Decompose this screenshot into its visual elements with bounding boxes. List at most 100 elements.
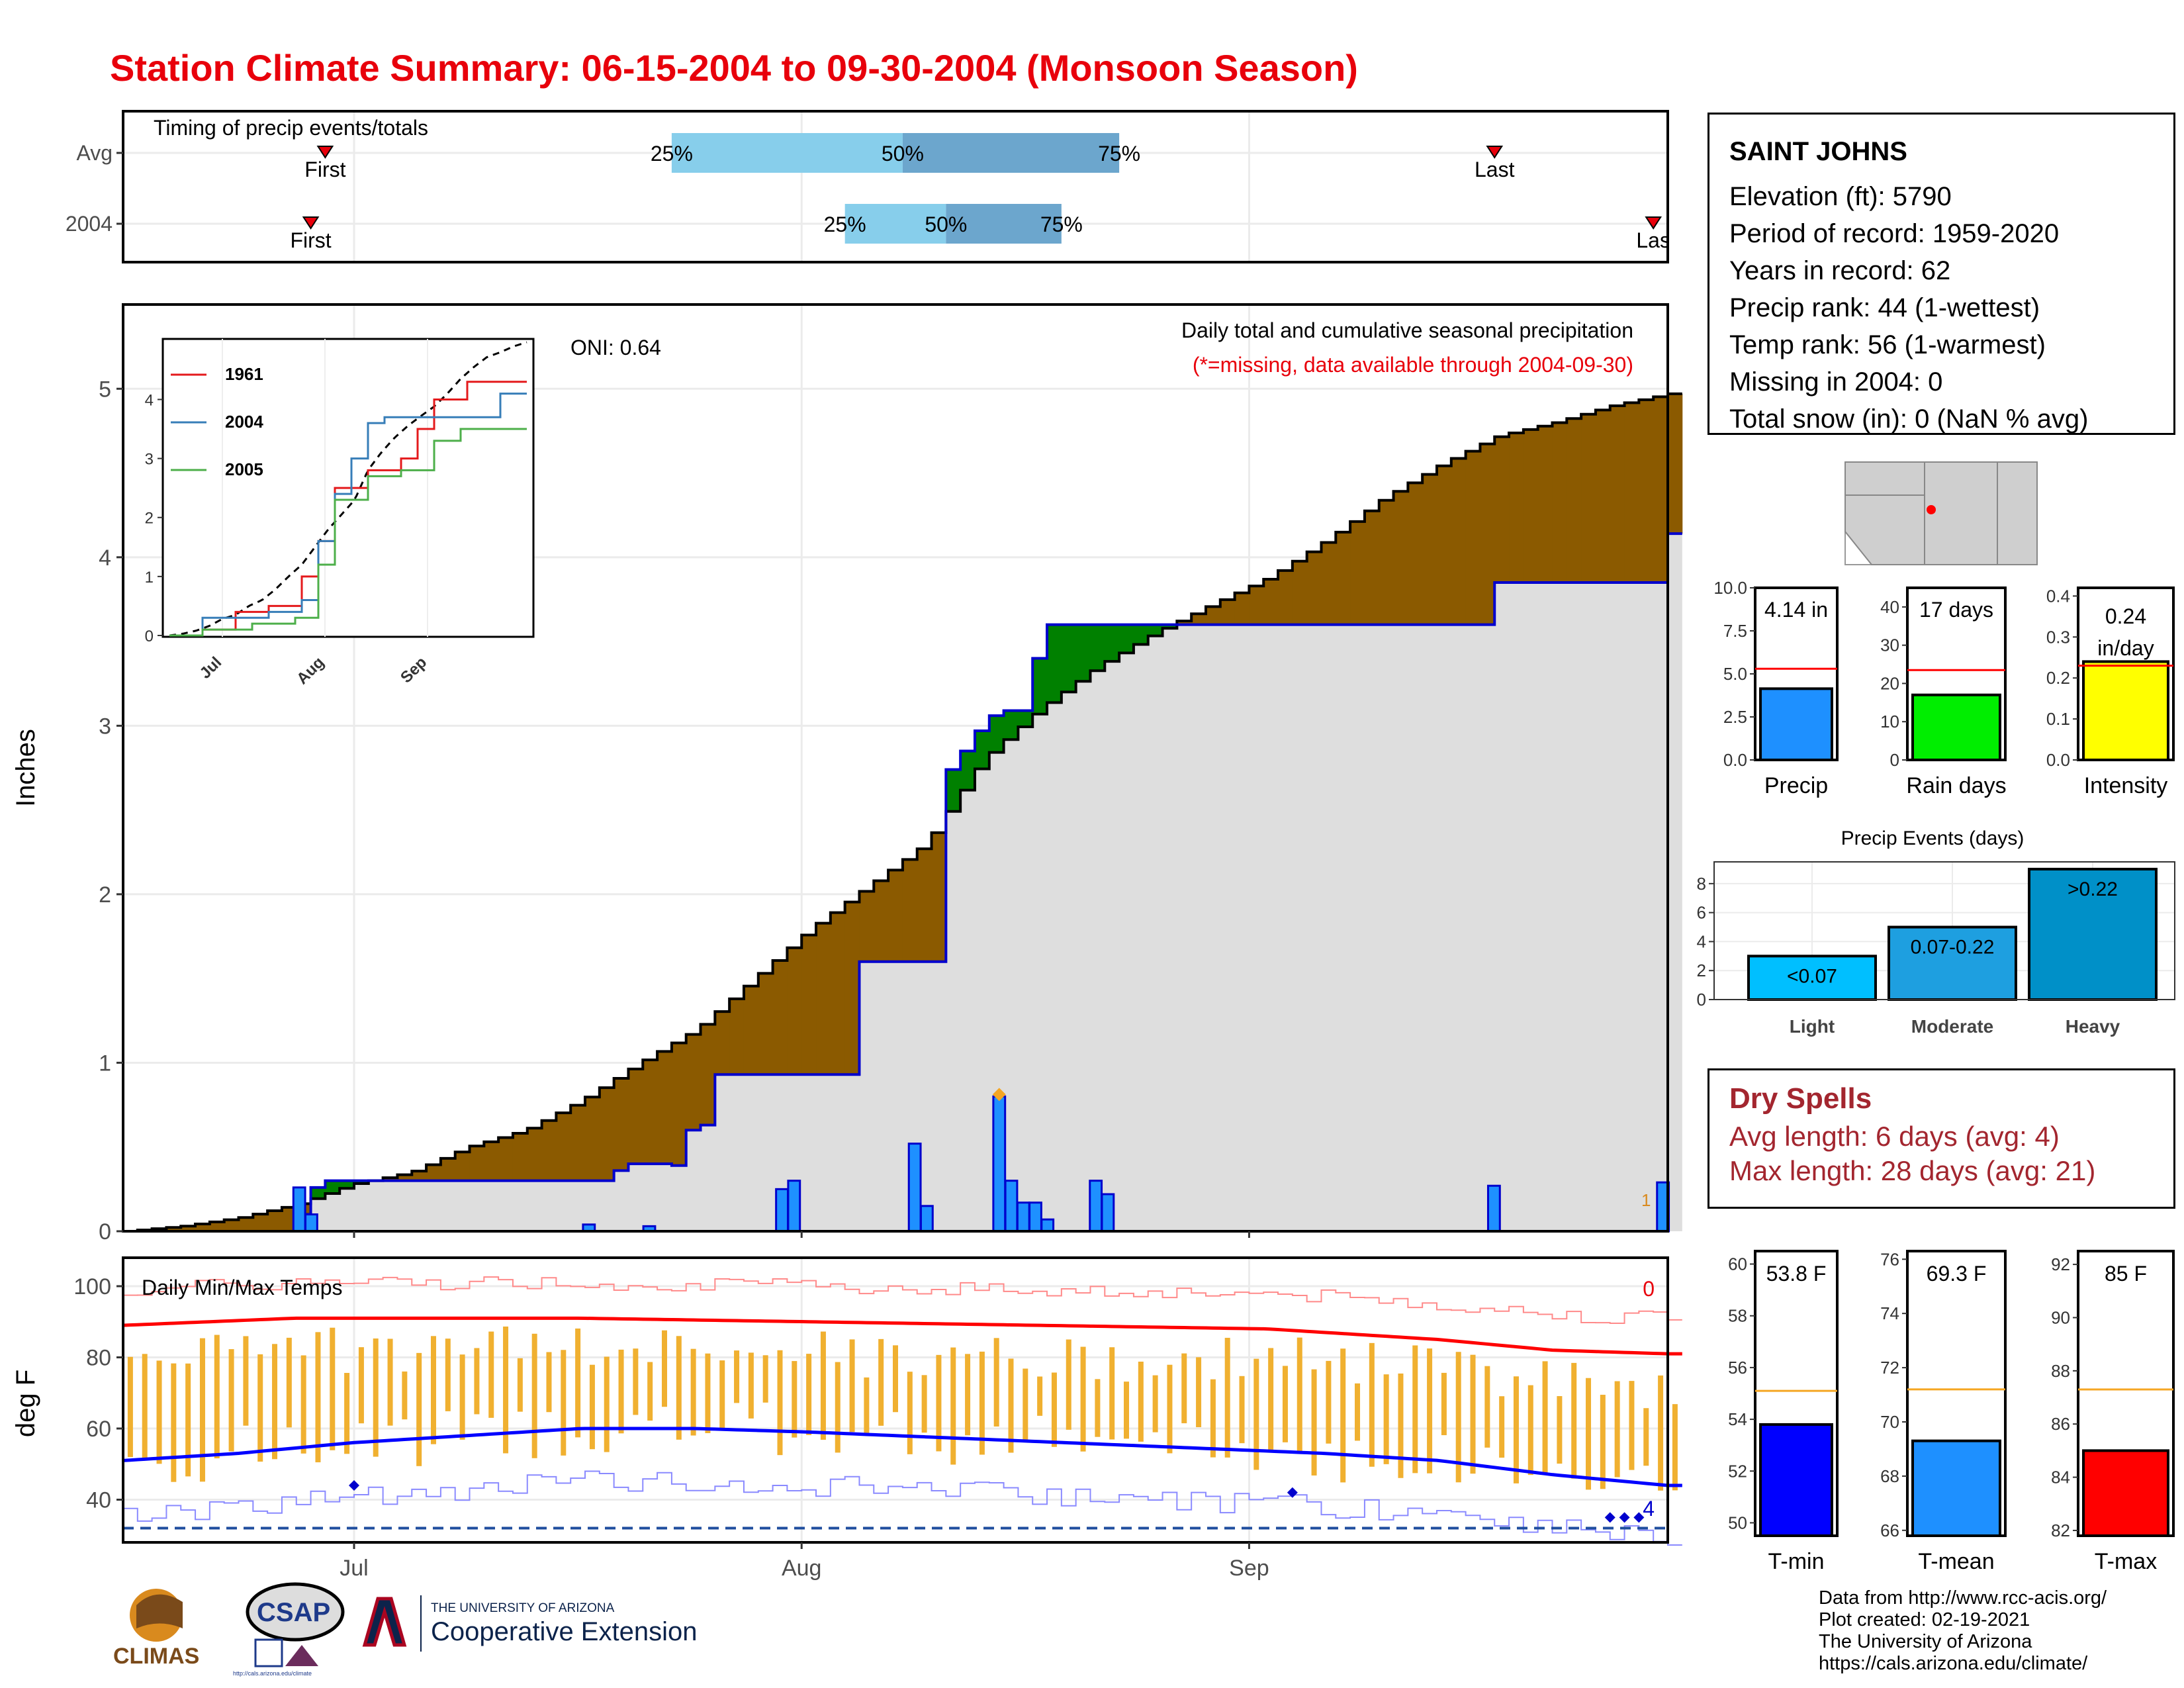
inset-series-line: [169, 393, 527, 637]
summary-bar-y-tick-label: 0.0: [1723, 750, 1747, 770]
daily-temp-bar: [416, 1352, 422, 1466]
daily-temp-bar: [575, 1328, 581, 1438]
daily-temp-bar: [1253, 1358, 1259, 1470]
below-average-segment: [1234, 592, 1250, 625]
below-average-segment: [1292, 561, 1308, 625]
climas-logo-text: CLIMAS: [113, 1644, 199, 1669]
daily-precip-bar: [907, 1143, 922, 1233]
last-event-label: Las: [1636, 228, 1670, 252]
below-average-segment: [1379, 500, 1394, 625]
below-average-segment: [1610, 405, 1625, 583]
below-average-segment: [1393, 491, 1408, 625]
daily-temp-bar: [777, 1350, 783, 1456]
daily-temp-bar: [358, 1347, 364, 1424]
below-average-segment: [657, 1051, 672, 1164]
below-average-segment: [902, 859, 918, 962]
precip-y-tick-label: 3: [99, 714, 111, 739]
daily-temp-bar: [488, 1331, 494, 1418]
dry-spells-max: Max length: 28 days (avg: 21): [1729, 1155, 2096, 1186]
daily-temp-bar: [1008, 1358, 1014, 1453]
precip-events-y-tick-label: 2: [1697, 961, 1706, 980]
daily-temp-bar: [1484, 1366, 1490, 1448]
above-average-segment: [1032, 658, 1048, 714]
daily-precip-bar: [304, 1213, 318, 1233]
daily-temp-bar: [676, 1336, 682, 1440]
summary-bar-category: T-min: [1768, 1549, 1825, 1574]
below-average-segment: [570, 1105, 586, 1181]
timing-pct-label: 25%: [824, 212, 866, 236]
timing-pct-label: 50%: [882, 142, 924, 165]
daily-temp-bar: [719, 1360, 725, 1430]
daily-temp-bar: [993, 1338, 999, 1427]
summary-bar-y-tick-label: 54: [1728, 1409, 1747, 1429]
daily-temp-bar: [950, 1347, 956, 1465]
daily-temp-bar: [474, 1348, 480, 1415]
credits: Data from http://www.rcc-acis.org/ Plot …: [1819, 1587, 2107, 1675]
precip-total-label: 4.14 in: [1764, 598, 1828, 622]
summary-bar-y-tick-label: 60: [1728, 1254, 1747, 1274]
record-low-marker: [1633, 1512, 1645, 1523]
inset-legend-label: 2005: [225, 459, 263, 479]
above-average-segment: [325, 1180, 340, 1194]
summary-bar-y-tick-label: 0.2: [2046, 668, 2070, 688]
timing-row-label: 2004: [66, 212, 113, 236]
summary-bar-category: T-max: [2095, 1549, 2157, 1574]
summary-bar-y-tick-label: 58: [1728, 1306, 1747, 1326]
dry-spells-box: Dry Spells Avg length: 6 days (avg: 4) M…: [1707, 1068, 2175, 1209]
daily-precip-bar: [992, 1095, 1007, 1233]
below-average-segment: [1639, 399, 1654, 583]
precip-y-tick-label: 4: [99, 545, 111, 571]
above-average-segment: [1061, 624, 1077, 692]
temp-x-tick-label: Aug: [782, 1556, 822, 1581]
inset-legend-label: 1961: [225, 364, 263, 384]
daily-temp-bar: [503, 1326, 509, 1454]
station-info-box: SAINT JOHNS Elevation (ft): 5790 Period …: [1707, 113, 2175, 435]
daily-temp-bar: [300, 1355, 306, 1454]
daily-temp-bar: [257, 1354, 263, 1462]
below-average-segment: [238, 1217, 253, 1231]
daily-temp-bar: [315, 1332, 321, 1463]
first-event-label: First: [304, 158, 345, 181]
daily-temp-bar: [127, 1356, 133, 1458]
above-average-segment: [946, 769, 961, 812]
below-average-segment: [1451, 458, 1467, 625]
daily-temp-bar: [647, 1362, 653, 1421]
daily-temp-bar: [1369, 1342, 1375, 1467]
below-average-segment: [209, 1221, 225, 1231]
station-location-marker: [1927, 505, 1936, 514]
timing-pct-label: 75%: [1098, 142, 1140, 165]
daily-temp-bar: [228, 1349, 234, 1452]
daily-temp-bar: [142, 1354, 148, 1460]
summary-bar-category: Rain days: [1906, 773, 2006, 798]
first-event-marker: [316, 146, 334, 159]
inset-legend-label: 2004: [225, 412, 263, 432]
above-average-segment: [340, 1180, 355, 1189]
below-average-segment: [224, 1219, 240, 1231]
summary-bar-y-tick-label: 88: [2051, 1361, 2070, 1381]
record-low-marker: [349, 1480, 360, 1491]
precip-y-tick-label: 5: [99, 377, 111, 402]
precip-events-y-tick-label: 4: [1697, 931, 1706, 951]
below-average-segment: [772, 961, 788, 1075]
csap-logo: CSAP http://cals.arizona.edu/climate: [233, 1582, 345, 1677]
below-average-segment: [1263, 579, 1279, 625]
daily-temp-bar: [1600, 1395, 1606, 1489]
daily-temp-bar: [1080, 1346, 1086, 1452]
summary-bar-y-tick-label: 0.4: [2046, 586, 2070, 606]
below-average-segment: [1364, 510, 1380, 625]
precip-events-bar: [1888, 925, 2017, 1002]
below-average-segment: [253, 1214, 268, 1231]
daily-temp-bar: [1326, 1360, 1332, 1444]
record-low-marker: [1287, 1487, 1298, 1498]
summary-bar-y-tick-label: 10.0: [1713, 578, 1747, 598]
above-average-segment: [1003, 710, 1019, 740]
above-average-segment: [1119, 624, 1134, 653]
below-average-segment: [671, 1043, 687, 1166]
credit-line: The University of Arizona: [1819, 1631, 2032, 1652]
summary-bar-y-tick-label: 20: [1880, 673, 1899, 693]
below-average-segment: [599, 1088, 615, 1181]
below-average-segment: [816, 923, 831, 1075]
below-average-segment: [195, 1224, 210, 1231]
precip-events-bar-label: >0.22: [2068, 878, 2118, 900]
